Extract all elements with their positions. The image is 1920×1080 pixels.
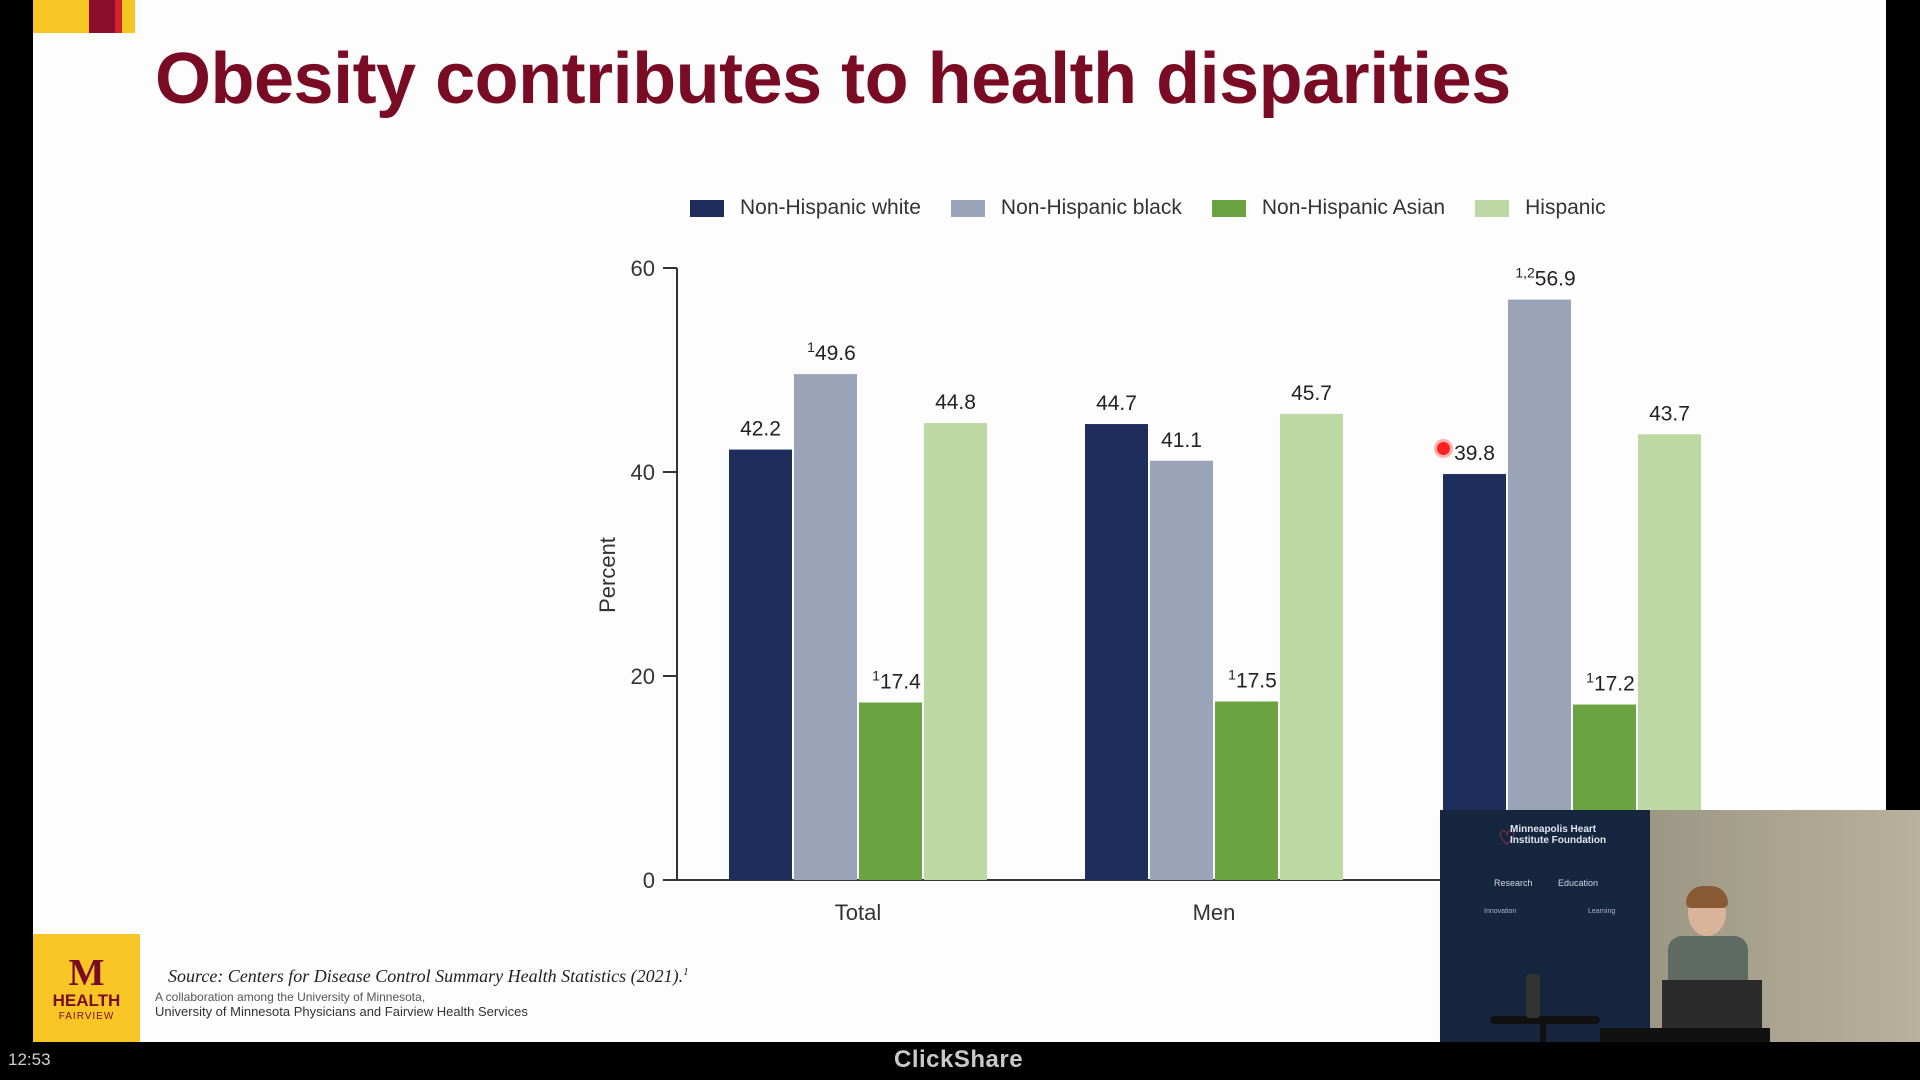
data-label-superscript: 1,2 bbox=[1515, 265, 1535, 281]
banner-research: Research bbox=[1494, 878, 1533, 888]
bar bbox=[1280, 413, 1343, 880]
legend-swatch bbox=[690, 199, 724, 217]
y-tick-label: 60 bbox=[631, 256, 655, 281]
legend-item: Non-Hispanic black bbox=[950, 196, 1182, 220]
legend-label: Non-Hispanic black bbox=[1000, 196, 1182, 219]
brand-accent-red bbox=[115, 0, 122, 33]
side-table bbox=[1490, 1016, 1600, 1024]
laser-pointer-dot bbox=[1437, 442, 1450, 455]
data-label: 42.2 bbox=[740, 418, 781, 441]
logo-fairview: FAIRVIEW bbox=[58, 1010, 115, 1022]
banner-title: Minneapolis Heart Institute Foundation bbox=[1510, 824, 1607, 846]
slide-title: Obesity contributes to health disparitie… bbox=[155, 39, 1511, 119]
collaboration-line: A collaboration among the University of … bbox=[155, 990, 426, 1004]
brand-accent-bar bbox=[33, 0, 135, 33]
data-label-superscript: 1 bbox=[807, 339, 815, 355]
legend-swatch bbox=[1475, 199, 1510, 217]
laptop bbox=[1662, 980, 1762, 1028]
status-bar bbox=[0, 1042, 1920, 1080]
logo-m: M bbox=[68, 952, 105, 995]
legend-label: Non-Hispanic Asian bbox=[1261, 196, 1446, 219]
bar bbox=[924, 423, 987, 880]
legend-label: Hispanic bbox=[1525, 196, 1606, 219]
brand-accent-maroon bbox=[89, 0, 115, 33]
bar bbox=[1508, 299, 1571, 880]
data-label-value: 17.4 bbox=[880, 671, 921, 694]
presenter-hair bbox=[1686, 886, 1728, 908]
legend-item: Non-Hispanic white bbox=[690, 196, 921, 220]
data-label: 117.2 bbox=[1586, 670, 1635, 696]
heart-icon: ♡ bbox=[1498, 828, 1516, 850]
data-label: 1,256.9 bbox=[1515, 265, 1575, 291]
water-bottle bbox=[1526, 974, 1540, 1018]
legend-item: Hispanic bbox=[1475, 196, 1606, 220]
banner-education: Education bbox=[1558, 878, 1599, 888]
chart-legend: Non-Hispanic white Non-Hispanic black Non-… bbox=[690, 196, 1636, 220]
x-tick-label: Total bbox=[835, 900, 881, 925]
y-tick-label: 20 bbox=[631, 664, 655, 689]
y-tick-label: 40 bbox=[631, 460, 655, 485]
data-label: 43.7 bbox=[1649, 402, 1690, 425]
data-label-value: 56.9 bbox=[1535, 268, 1576, 291]
bar bbox=[1215, 701, 1278, 880]
legend-item: Non-Hispanic Asian bbox=[1211, 196, 1446, 220]
bar bbox=[1638, 434, 1701, 880]
data-label: 41.1 bbox=[1161, 429, 1202, 452]
data-label: 117.4 bbox=[872, 668, 921, 694]
banner-innovation: Innovation bbox=[1484, 908, 1517, 915]
source-citation: Source: Centers for Disease Control Summ… bbox=[168, 966, 689, 987]
presenter-video-overlay: ♡ Minneapolis Heart Institute Foundation… bbox=[1440, 810, 1920, 1080]
data-label-superscript: 1 bbox=[1228, 667, 1236, 683]
data-label: 44.7 bbox=[1096, 392, 1137, 415]
data-label: 149.6 bbox=[807, 339, 856, 365]
data-label-superscript: 1 bbox=[872, 668, 880, 684]
data-label: 117.5 bbox=[1228, 667, 1277, 693]
y-tick-label: 0 bbox=[643, 868, 655, 893]
data-label: 39.8 bbox=[1454, 442, 1495, 465]
data-label: 45.7 bbox=[1291, 382, 1332, 405]
m-health-fairview-logo: M HEALTH FAIRVIEW bbox=[33, 934, 140, 1042]
clickshare-brand: ClickShare bbox=[894, 1046, 1024, 1073]
legend-label: Non-Hispanic white bbox=[740, 196, 921, 219]
legend-swatch bbox=[1211, 199, 1246, 217]
source-text: Source: Centers for Disease Control Summ… bbox=[168, 966, 684, 986]
bar bbox=[1085, 424, 1148, 880]
bar bbox=[1150, 460, 1213, 880]
data-label-value: 17.2 bbox=[1594, 673, 1635, 696]
data-label-value: 17.5 bbox=[1236, 670, 1277, 693]
bar bbox=[859, 702, 922, 880]
x-tick-label: Men bbox=[1193, 900, 1236, 925]
clock-text: 12:53 bbox=[8, 1050, 51, 1069]
organization-line: University of Minnesota Physicians and F… bbox=[155, 1004, 528, 1019]
data-label-superscript: 1 bbox=[1586, 670, 1594, 686]
logo-health: HEALTH bbox=[52, 991, 121, 1011]
banner-learning: Learning bbox=[1588, 908, 1616, 915]
legend-swatch bbox=[950, 199, 985, 217]
data-label: 44.8 bbox=[935, 391, 976, 414]
y-axis-label: Percent bbox=[595, 537, 620, 613]
bar bbox=[729, 449, 792, 880]
source-superscript: 1 bbox=[683, 966, 689, 978]
bar bbox=[794, 374, 857, 880]
data-label-value: 49.6 bbox=[815, 342, 856, 365]
